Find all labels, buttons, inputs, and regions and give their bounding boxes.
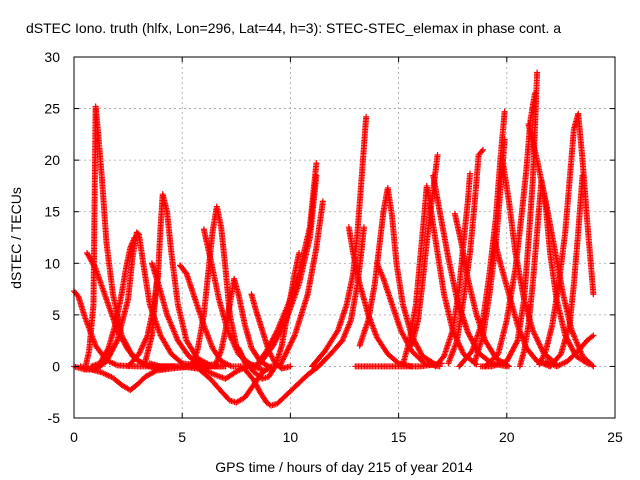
data-point — [131, 234, 138, 241]
data-point — [287, 363, 294, 370]
data-point — [113, 339, 120, 346]
data-point — [151, 368, 158, 375]
data-point — [134, 230, 141, 237]
data-points — [71, 69, 597, 409]
data-point — [155, 270, 162, 277]
data-point — [195, 360, 202, 367]
